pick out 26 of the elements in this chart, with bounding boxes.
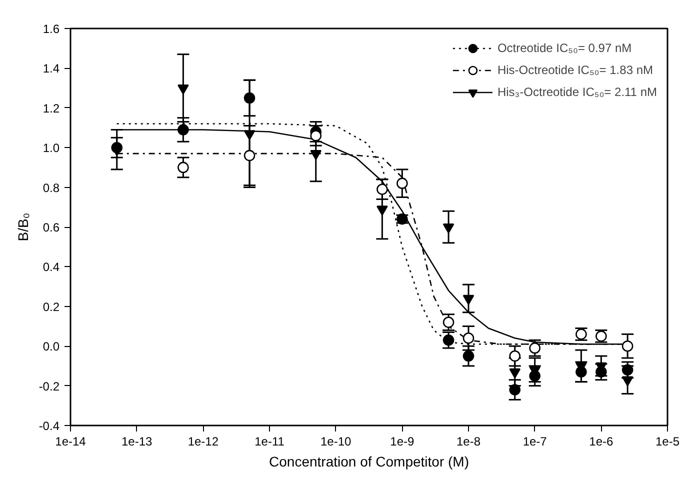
- y-tick-label: 1.4: [42, 62, 60, 76]
- y-tick-label: 1.0: [42, 141, 60, 156]
- y-tick-label: 0.6: [42, 220, 60, 234]
- y-tick-label: 1.6: [42, 22, 60, 36]
- x-tick-label: 1e-7: [522, 434, 548, 448]
- y-tick-label: -0.2: [38, 379, 60, 394]
- x-tick-label: 1e-14: [55, 434, 86, 448]
- x-tick-label: 1e-9: [390, 434, 414, 448]
- y-axis-title: B/B₀: [14, 212, 31, 242]
- legend-label: His₃-Octreotide IC₅₀= 2.11 nM: [497, 85, 657, 99]
- y-tick-label: 0.4: [42, 260, 60, 274]
- x-tick-label: 1e-13: [121, 434, 153, 448]
- y-tick-label: 1.2: [42, 101, 60, 116]
- y-tick-label: 0.8: [42, 180, 60, 195]
- x-axis-title: Concentration of Competitor (M): [269, 454, 469, 470]
- x-tick-label: 1e-8: [456, 434, 481, 448]
- y-tick-label: -0.4: [38, 419, 60, 433]
- x-tick-label: 1e-11: [254, 434, 285, 448]
- y-tick-label: 0.0: [42, 340, 60, 354]
- x-tick-label: 1e-5: [655, 434, 680, 448]
- legend-label: Octreotide IC₅₀= 0.97 nM: [497, 41, 632, 55]
- x-tick-label: 1e-6: [589, 434, 614, 448]
- x-tick-label: 1e-10: [320, 434, 352, 448]
- y-tick-label: 0.2: [42, 300, 60, 314]
- x-tick-label: 1e-12: [188, 434, 219, 448]
- legend-label: His-Octreotide IC₅₀= 1.83 nM: [497, 63, 653, 77]
